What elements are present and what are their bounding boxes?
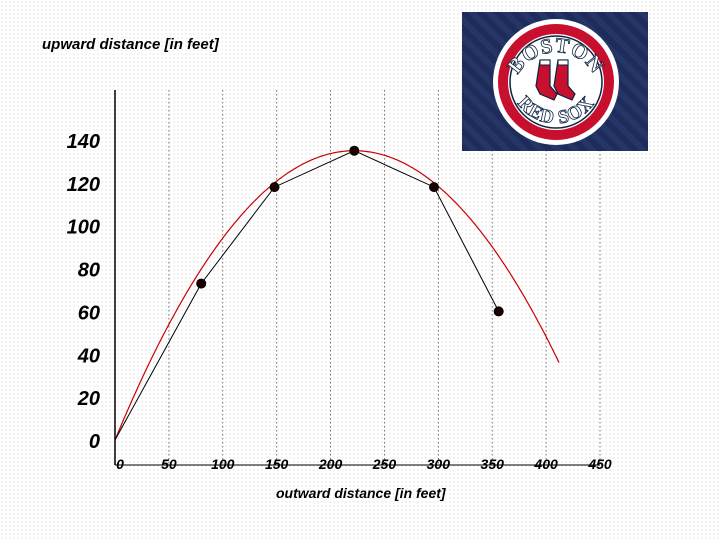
- data-line-layer: [114, 150, 500, 441]
- y-tick-label: 40: [77, 345, 100, 367]
- x-tick-label: 150: [265, 456, 289, 472]
- data-points-layer: [196, 145, 504, 317]
- fitted-curve-layer: [114, 150, 560, 441]
- y-tick-label: 120: [67, 174, 100, 196]
- data-point: [196, 278, 207, 289]
- vertical-gridlines: [168, 90, 601, 465]
- data-line: [114, 150, 500, 441]
- data-point: [349, 145, 360, 156]
- y-tick-label: 20: [77, 388, 100, 410]
- x-tick-label: 50: [161, 456, 177, 472]
- x-tick-label: 100: [211, 456, 235, 472]
- x-tick-label: 200: [318, 456, 343, 472]
- y-tick-label: 100: [67, 217, 100, 239]
- red-sox-logo: BOSTON RED SOX: [462, 12, 648, 151]
- axes: [114, 90, 600, 466]
- data-point: [429, 182, 440, 193]
- x-tick-label: 300: [427, 456, 451, 472]
- data-point: [493, 306, 504, 317]
- fitted-curve: [114, 150, 560, 441]
- x-axis-label: outward distance [in feet]: [276, 485, 446, 501]
- data-point: [269, 182, 280, 193]
- x-tick-label: 400: [533, 456, 558, 472]
- y-tick-label: 0: [89, 431, 100, 453]
- x-tick-label: 250: [372, 456, 397, 472]
- y-tick-label: 140: [67, 131, 100, 153]
- y-axis-label: upward distance [in feet]: [42, 36, 219, 53]
- x-tick-label: 450: [587, 456, 612, 472]
- y-tick-label: 80: [78, 260, 100, 282]
- x-tick-label: 350: [481, 456, 505, 472]
- x-tick-label: 0: [116, 456, 124, 472]
- y-tick-label: 60: [78, 302, 100, 324]
- x-tick-labels: 0 50 100 150 200 250 300 350 400 450: [116, 456, 612, 472]
- y-tick-labels: 0 20 40 60 80 100 120 140: [67, 131, 100, 453]
- red-socks-icon: [535, 59, 576, 101]
